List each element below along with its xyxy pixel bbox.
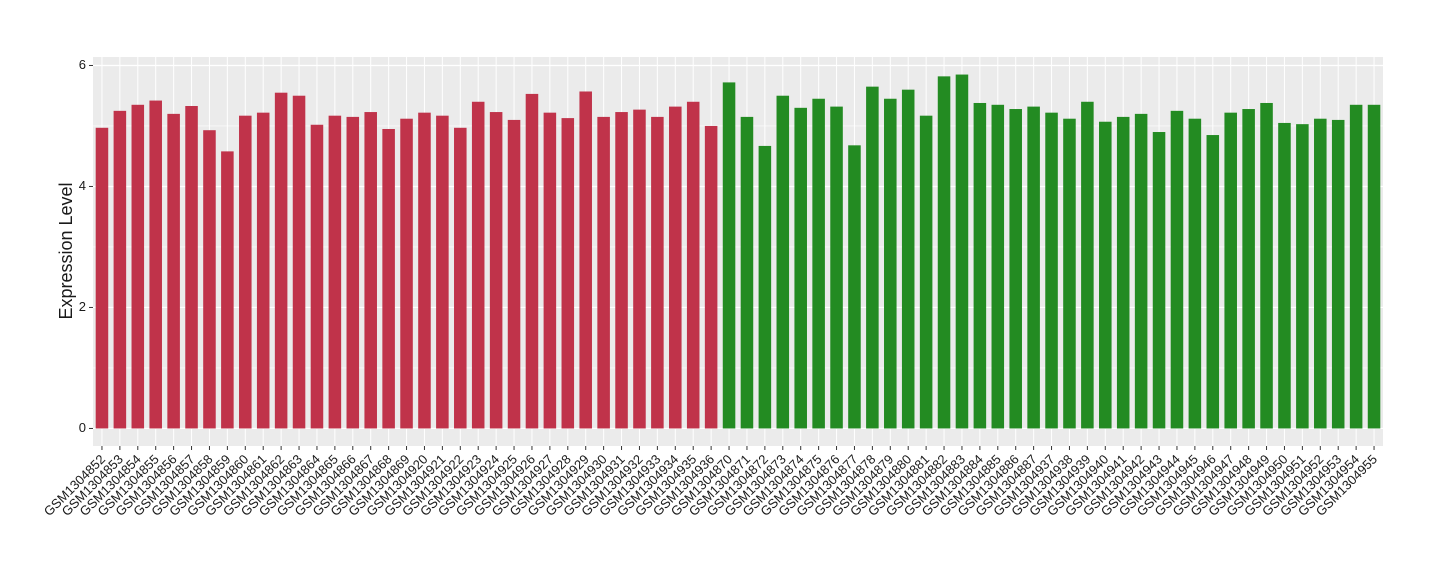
bar bbox=[561, 118, 575, 429]
y-tick-label: 6 bbox=[79, 57, 86, 72]
bar bbox=[848, 145, 861, 429]
bar bbox=[149, 100, 162, 429]
bar bbox=[973, 102, 987, 429]
bar bbox=[919, 115, 933, 429]
bar bbox=[812, 98, 825, 429]
bar bbox=[1349, 104, 1363, 429]
bar bbox=[686, 101, 700, 429]
panel bbox=[93, 57, 1383, 446]
bar bbox=[669, 106, 682, 429]
bar bbox=[1099, 121, 1112, 429]
bar bbox=[776, 95, 790, 429]
bar bbox=[1242, 109, 1255, 429]
bar bbox=[274, 92, 288, 429]
y-tick-label: 2 bbox=[79, 299, 86, 314]
bar bbox=[113, 110, 127, 429]
bar bbox=[525, 93, 539, 429]
bar bbox=[167, 113, 180, 429]
bar bbox=[1278, 122, 1291, 429]
bar bbox=[382, 128, 395, 429]
bar bbox=[1009, 109, 1022, 429]
bar bbox=[884, 98, 897, 429]
bar bbox=[543, 112, 557, 429]
bar bbox=[1027, 106, 1040, 429]
bar bbox=[1063, 118, 1076, 429]
bar bbox=[633, 109, 646, 429]
bar bbox=[310, 124, 324, 429]
bar bbox=[489, 112, 503, 429]
bar bbox=[1081, 101, 1094, 429]
bar bbox=[1170, 110, 1184, 429]
bar bbox=[1116, 116, 1130, 429]
y-tick-label: 4 bbox=[79, 178, 86, 193]
bar bbox=[866, 86, 879, 429]
bar bbox=[794, 107, 807, 429]
bar bbox=[937, 76, 951, 429]
bar bbox=[1045, 112, 1058, 429]
bar bbox=[1224, 112, 1237, 429]
bar bbox=[830, 106, 843, 429]
bar bbox=[346, 116, 360, 429]
bar bbox=[758, 145, 772, 429]
bar bbox=[615, 112, 628, 429]
bar bbox=[418, 112, 431, 429]
bar bbox=[131, 104, 145, 429]
bar bbox=[507, 119, 521, 429]
bar bbox=[597, 116, 610, 429]
bar bbox=[471, 101, 485, 429]
bar bbox=[1206, 135, 1220, 429]
bar bbox=[579, 91, 592, 429]
bar bbox=[436, 115, 449, 429]
bar bbox=[239, 115, 252, 429]
bar bbox=[1152, 132, 1166, 429]
bar bbox=[1260, 102, 1273, 429]
bar bbox=[454, 127, 467, 429]
bar bbox=[203, 130, 216, 429]
bar bbox=[1331, 119, 1345, 429]
bar bbox=[328, 115, 342, 429]
bar bbox=[400, 118, 413, 429]
bar bbox=[292, 95, 306, 429]
bar bbox=[651, 116, 664, 429]
bar bbox=[95, 127, 109, 429]
bar bbox=[1314, 118, 1327, 429]
bar bbox=[364, 112, 377, 429]
bar bbox=[1367, 104, 1381, 429]
bar bbox=[991, 104, 1005, 429]
y-axis-title: Expression Level bbox=[56, 182, 76, 319]
bar bbox=[1188, 118, 1202, 429]
bar bbox=[256, 112, 270, 429]
y-tick-label: 0 bbox=[79, 420, 86, 435]
bar bbox=[722, 82, 736, 429]
bar bbox=[185, 106, 198, 429]
bar bbox=[955, 74, 969, 429]
bar bbox=[1296, 124, 1309, 429]
bar bbox=[1134, 113, 1148, 429]
bar bbox=[740, 116, 754, 429]
bar bbox=[901, 89, 915, 429]
bar bbox=[704, 125, 718, 429]
bar bbox=[221, 151, 234, 429]
